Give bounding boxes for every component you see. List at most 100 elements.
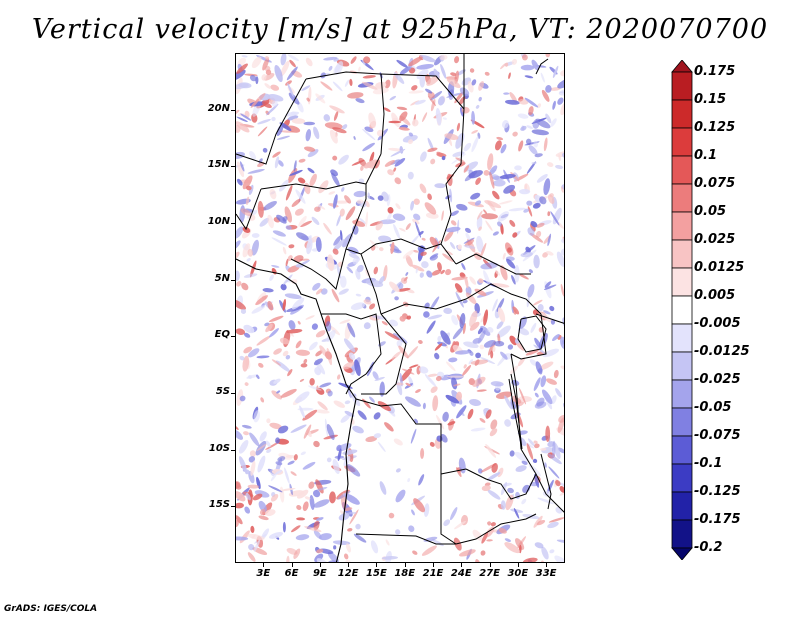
- velocity-patch: [524, 75, 534, 79]
- velocity-patch: [243, 431, 249, 436]
- velocity-patch: [468, 170, 483, 179]
- velocity-patch: [249, 260, 257, 278]
- velocity-patch: [273, 348, 282, 355]
- velocity-patch: [497, 221, 502, 227]
- velocity-patch: [427, 147, 438, 153]
- lat-label: 15N: [207, 159, 230, 171]
- velocity-patch: [359, 217, 367, 225]
- velocity-patch: [540, 375, 547, 388]
- velocity-patch: [369, 303, 376, 310]
- velocity-patch: [521, 460, 528, 465]
- velocity-patch: [507, 487, 514, 494]
- velocity-patch: [520, 64, 535, 71]
- velocity-patch: [546, 479, 554, 494]
- velocity-patch: [317, 204, 326, 210]
- velocity-patch: [350, 302, 365, 310]
- velocity-patch: [304, 496, 311, 500]
- velocity-patch: [282, 299, 286, 311]
- velocity-patch: [236, 226, 244, 239]
- velocity-patch: [518, 98, 529, 105]
- velocity-patch: [369, 396, 375, 403]
- border-angola-namibia: [355, 533, 456, 545]
- lat-tick: [231, 506, 235, 508]
- velocity-patch: [316, 558, 331, 562]
- velocity-patch: [437, 96, 445, 106]
- velocity-patch: [342, 124, 348, 130]
- velocity-patch: [495, 391, 513, 399]
- border-nigeria-cameroon: [290, 184, 367, 290]
- velocity-patch: [272, 151, 281, 158]
- velocity-patch: [471, 136, 479, 153]
- velocity-patch: [271, 390, 282, 400]
- velocity-patch: [379, 481, 387, 495]
- velocity-patch: [248, 348, 260, 358]
- velocity-patch: [459, 549, 476, 557]
- velocity-patch: [491, 174, 500, 180]
- border-sudan-southsudan: [455, 253, 531, 275]
- velocity-patch: [560, 102, 564, 116]
- velocity-patch: [395, 468, 401, 473]
- velocity-patch: [290, 424, 307, 433]
- velocity-patch: [394, 177, 402, 185]
- velocity-patch: [440, 63, 447, 79]
- lon-label: 27E: [479, 568, 500, 579]
- velocity-patch: [498, 200, 513, 205]
- velocity-patch: [444, 133, 459, 140]
- colorbar-band: [671, 60, 693, 73]
- velocity-patch: [426, 320, 436, 334]
- velocity-patch: [496, 325, 511, 338]
- velocity-patch: [387, 169, 395, 176]
- velocity-patch: [248, 543, 255, 551]
- velocity-patch: [298, 215, 307, 227]
- velocity-patch: [313, 499, 330, 508]
- velocity-patch: [469, 321, 480, 331]
- velocity-patch: [412, 550, 418, 555]
- velocity-patch: [236, 109, 240, 116]
- velocity-patch: [513, 508, 520, 519]
- velocity-patch: [443, 519, 451, 527]
- velocity-patch: [475, 177, 481, 185]
- velocity-patch: [343, 553, 349, 560]
- velocity-patch: [485, 220, 493, 231]
- velocity-patch: [549, 549, 555, 554]
- velocity-patch: [304, 526, 322, 532]
- velocity-patch: [480, 262, 499, 270]
- velocity-patch: [517, 327, 530, 336]
- velocity-patch: [284, 293, 302, 300]
- velocity-patch: [371, 315, 387, 320]
- velocity-patch: [423, 311, 430, 318]
- velocity-patch: [532, 458, 538, 464]
- velocity-patch: [525, 138, 532, 145]
- velocity-patch: [343, 338, 356, 353]
- velocity-patch: [430, 158, 436, 165]
- velocity-patch: [476, 235, 484, 253]
- velocity-patch: [249, 74, 257, 82]
- velocity-patch: [419, 183, 427, 194]
- velocity-patch: [435, 107, 442, 126]
- velocity-patch: [287, 167, 298, 184]
- velocity-patch: [434, 343, 443, 351]
- velocity-patch: [483, 209, 487, 214]
- colorbar-band: [671, 519, 693, 549]
- velocity-patch: [269, 328, 279, 338]
- velocity-patch: [469, 310, 478, 328]
- velocity-patch: [530, 221, 538, 228]
- velocity-patch: [259, 431, 267, 442]
- velocity-patch: [282, 350, 289, 357]
- velocity-patch: [502, 252, 506, 260]
- velocity-patch: [377, 195, 384, 201]
- velocity-patch: [275, 437, 280, 444]
- velocity-patch: [267, 94, 284, 102]
- velocity-patch: [249, 150, 257, 160]
- velocity-patch: [317, 401, 328, 411]
- velocity-field: [236, 54, 564, 562]
- map-panel: [235, 53, 565, 563]
- velocity-patch: [363, 299, 372, 305]
- velocity-patch: [302, 501, 309, 512]
- velocity-patch: [429, 236, 439, 248]
- velocity-patch: [307, 385, 322, 391]
- velocity-patch: [288, 320, 296, 330]
- velocity-patch: [527, 283, 535, 298]
- velocity-patch: [427, 91, 435, 99]
- velocity-patch: [256, 374, 260, 380]
